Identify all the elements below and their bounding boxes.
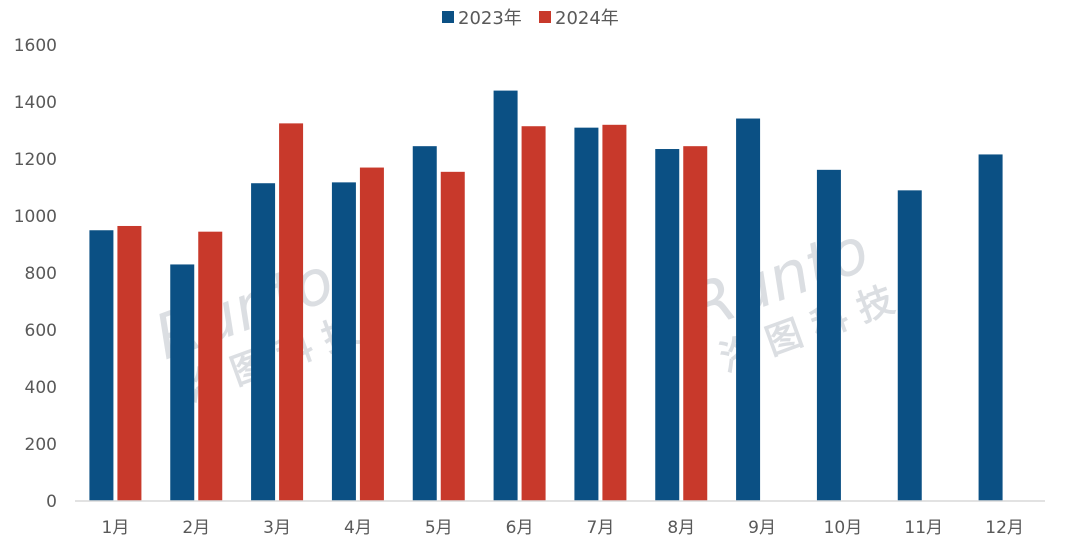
bar-2024年-6月: [521, 126, 546, 501]
bar-2023年-4月: [331, 182, 356, 501]
y-tick-label: 1200: [14, 150, 57, 170]
x-tick-label: 1月: [102, 518, 130, 538]
watermark-right: Runto 洛 图 科 技: [680, 213, 899, 381]
x-tick-label: 8月: [667, 518, 695, 538]
bar-2023年-1月: [89, 230, 114, 501]
x-tick-label: 2月: [182, 518, 210, 538]
x-tick-label: 10月: [824, 518, 863, 538]
bar-2024年-5月: [440, 171, 465, 501]
bar-2023年-7月: [574, 127, 599, 502]
legend-label: 2023年: [458, 8, 522, 29]
bar-2023年-8月: [655, 149, 680, 501]
bar-2023年-10月: [816, 169, 841, 501]
bar-2023年-12月: [978, 154, 1003, 501]
y-tick-label: 1000: [14, 207, 57, 227]
bar-2023年-2月: [170, 264, 195, 501]
legend: 2023年 2024年: [442, 8, 619, 29]
x-tick-label: 5月: [425, 518, 453, 538]
legend-label: 2024年: [555, 8, 619, 29]
bar-2023年-5月: [412, 146, 437, 502]
y-axis: 0 200 400 600 800 1000 1200 1400 1600: [14, 36, 57, 512]
y-tick-label: 200: [25, 435, 57, 455]
bar-2023年-6月: [493, 90, 518, 501]
bar-2024年-3月: [279, 123, 304, 501]
y-tick-label: 1400: [14, 93, 57, 113]
x-axis: 1月 2月 3月 4月 5月 6月 7月 8月 9月 10月 11月 12月: [75, 500, 1045, 538]
x-tick-label: 3月: [263, 518, 291, 538]
bar-2024年-8月: [683, 146, 708, 502]
bars: [89, 90, 1003, 502]
y-tick-label: 400: [25, 378, 57, 398]
x-tick-label: 12月: [985, 518, 1024, 538]
legend-swatch: [539, 11, 551, 23]
bar-2024年-1月: [117, 225, 142, 501]
x-tick-label: 11月: [904, 518, 943, 538]
x-tick-label: 4月: [344, 518, 372, 538]
y-tick-label: 600: [25, 321, 57, 341]
bar-2023年-11月: [897, 190, 922, 501]
bar-2024年-7月: [602, 124, 627, 502]
x-tick-label: 6月: [506, 518, 534, 538]
bar-2023年-3月: [251, 183, 276, 501]
bar-2023年-9月: [736, 118, 761, 501]
x-tick-label: 9月: [748, 518, 776, 538]
legend-swatch: [442, 11, 454, 23]
y-tick-label: 1600: [14, 36, 57, 56]
bar-2024年-4月: [359, 167, 384, 502]
y-tick-label: 800: [25, 264, 57, 284]
y-tick-label: 0: [46, 492, 57, 512]
x-tick-label: 7月: [587, 518, 615, 538]
bar-2024年-2月: [198, 231, 223, 502]
